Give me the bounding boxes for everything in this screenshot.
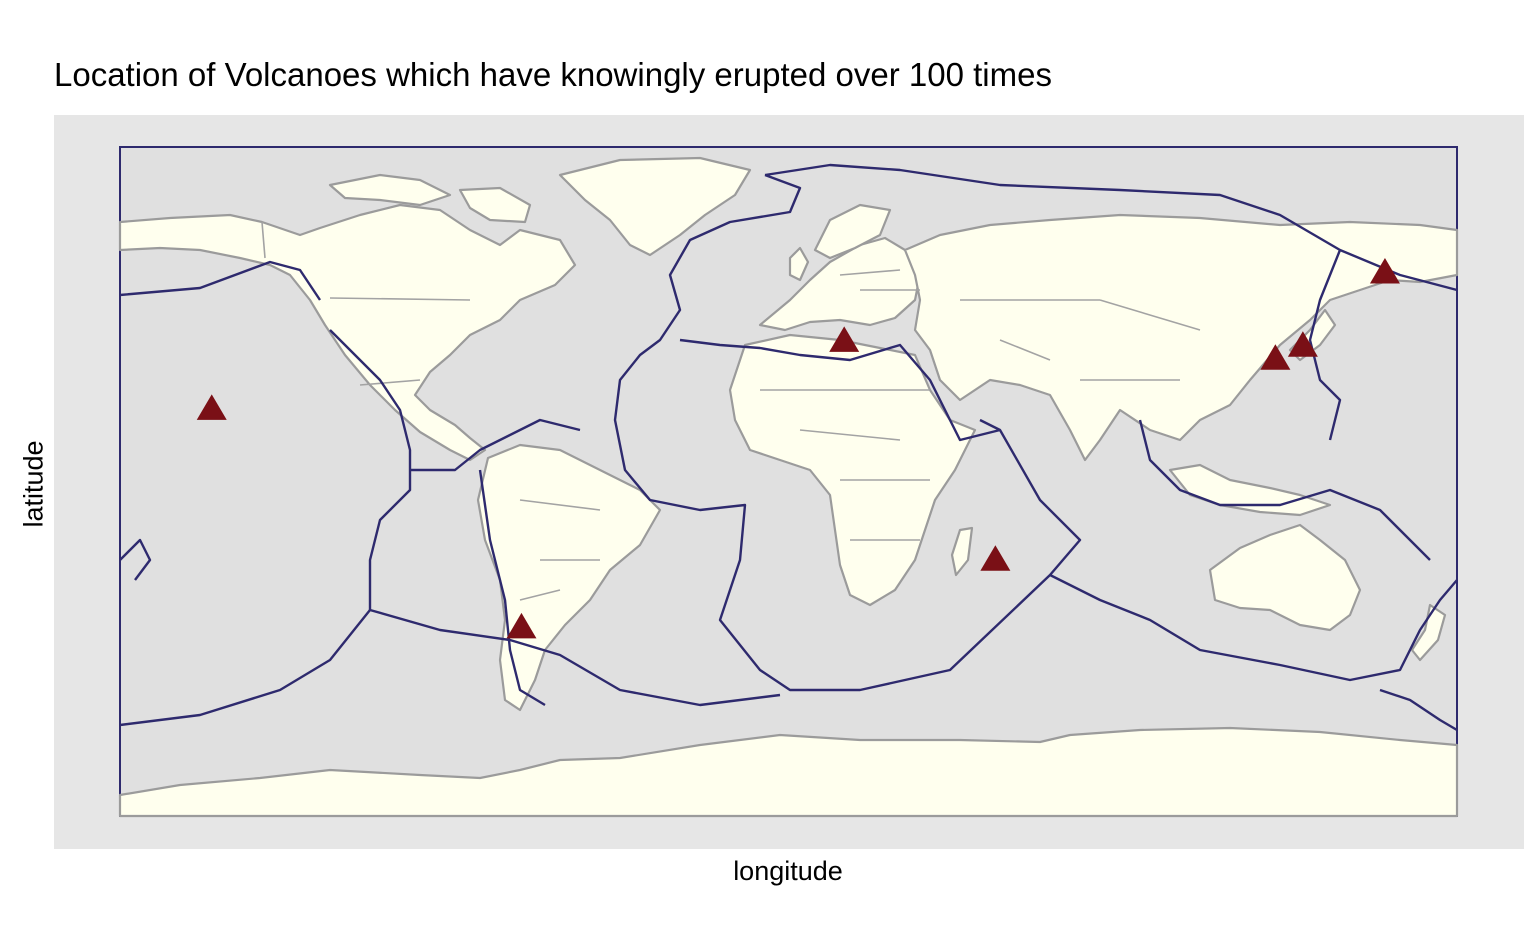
x-axis-label: longitude [0, 856, 1540, 887]
y-axis-label: latitude [19, 440, 50, 527]
